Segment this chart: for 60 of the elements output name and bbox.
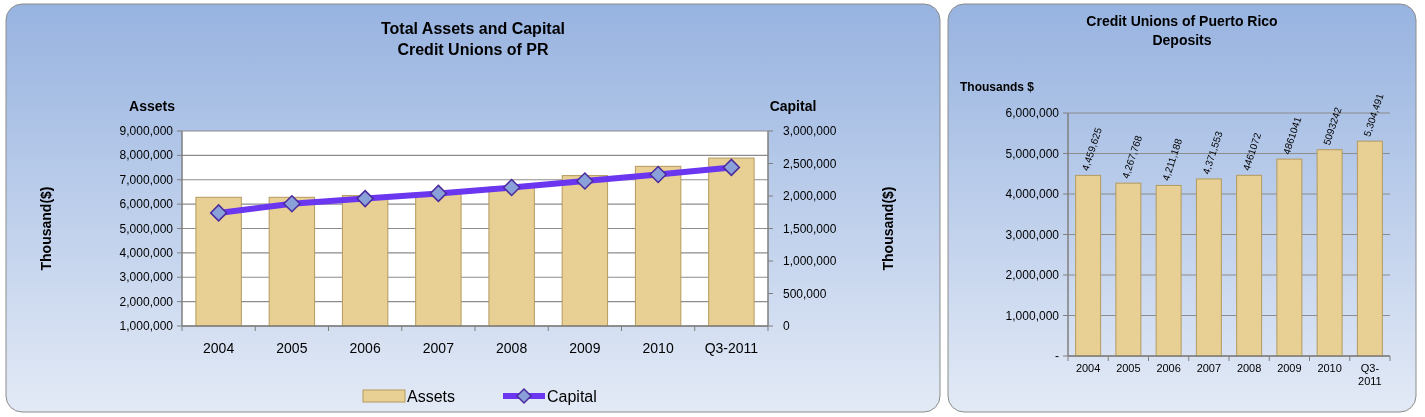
y2-tick-label: 2,500,000 — [783, 156, 837, 171]
y-tick-label: 1,000,000 — [119, 319, 174, 333]
x-tick-label: 2010 — [642, 340, 674, 356]
y-tick-label: 6,000,000 — [1005, 106, 1060, 120]
chart-subtitle: Deposits — [1152, 32, 1212, 48]
y-tick-label: 1,000,000 — [1005, 308, 1060, 323]
y-axis-title: Thousand($) — [38, 186, 54, 271]
x-tick-label: Q3-2011 — [1358, 362, 1382, 387]
y-tick-label: 6,000,000 — [119, 197, 174, 212]
bar — [1075, 174, 1102, 357]
y-tick-label: 7,000,000 — [119, 172, 174, 187]
x-tick-label: 2009 — [1277, 362, 1302, 374]
y-tick-label: - — [1055, 349, 1059, 363]
y-tick-label: 5,000,000 — [119, 221, 174, 236]
chart-subtitle: Credit Unions of PR — [397, 41, 549, 58]
x-tick-label: 2007 — [422, 340, 455, 356]
y-tick-label: 2,000,000 — [1005, 268, 1060, 282]
y2-tick-label: 3,000,000 — [783, 124, 837, 138]
y-tick-label: 3,000,000 — [119, 270, 174, 285]
x-tick-label: 2007 — [1196, 362, 1222, 374]
bar — [1115, 182, 1142, 357]
text: Assets — [129, 98, 176, 114]
chart-title: Total Assets and Capital — [380, 20, 566, 37]
legend-label: Capital — [547, 388, 597, 405]
x-tick-label: Q3-2011 — [704, 340, 759, 356]
y-tick-label: 4,000,000 — [1005, 187, 1060, 201]
x-tick-label: 2005 — [1116, 362, 1141, 374]
y2-tick-label: 500,000 — [783, 286, 827, 301]
x-tick-label: 2006 — [1156, 362, 1181, 374]
y2-tick-label: 2,000,000 — [783, 189, 837, 203]
bar — [1195, 178, 1222, 357]
y-tick-label: 5,000,000 — [1005, 146, 1060, 161]
legend-label: Assets — [407, 388, 456, 405]
x-tick-label: 2006 — [349, 340, 381, 356]
y-tick-label: 3,000,000 — [1005, 227, 1060, 242]
x-tick-label: 2009 — [569, 340, 601, 356]
chart-title: Credit Unions of Puerto Rico — [1086, 13, 1278, 29]
y-tick-label: 8,000,000 — [119, 148, 174, 163]
x-tick-label: 2008 — [1236, 362, 1262, 374]
bar — [1276, 158, 1303, 357]
y2-tick-label: 1,000,000 — [783, 254, 837, 268]
text: Capital — [769, 98, 817, 114]
bar — [1155, 184, 1182, 357]
y-tick-label: 2,000,000 — [119, 294, 174, 309]
bar — [1236, 174, 1263, 357]
y-tick-label: 4,000,000 — [119, 245, 174, 260]
bar — [1356, 140, 1383, 357]
bar — [1316, 149, 1343, 357]
data-label: 4461072 — [1240, 131, 1264, 172]
x-tick-label: 2008 — [496, 340, 528, 356]
y2-tick-label: 1,500,000 — [783, 221, 837, 236]
y2-tick-label: 0 — [783, 319, 790, 333]
x-tick-label: 2004 — [203, 340, 235, 356]
x-tick-label: 2010 — [1317, 362, 1342, 374]
y-axis-title: Thousands $ — [960, 80, 1035, 94]
data-label: 4861041 — [1280, 114, 1304, 156]
y-tick-label: 9,000,000 — [119, 124, 174, 138]
y2-axis-title: Thousand($) — [880, 186, 896, 271]
x-tick-label: 2005 — [276, 340, 308, 356]
x-tick-label: 2004 — [1075, 362, 1101, 374]
